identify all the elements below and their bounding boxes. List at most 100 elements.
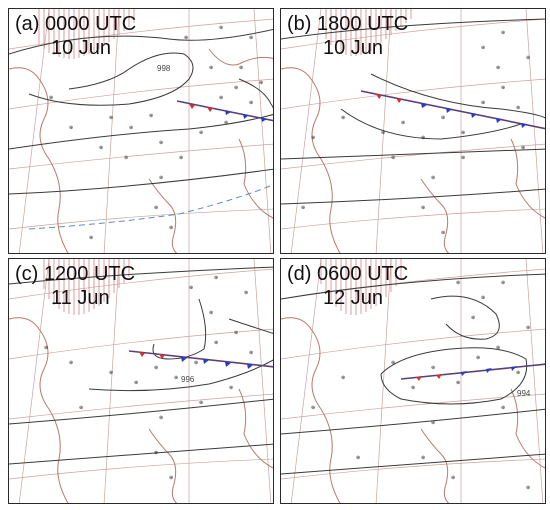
svg-text:⊕: ⊕ bbox=[501, 85, 505, 91]
station-plots: ⊕ ⊕ ⊕ ⊕ ⊕ ⊕ ⊕ ⊕ ⊕ ⊕ ⊕ ⊕ ⊕ ⊕ ⊕ ⊕ ⊕ ⊕ ⊕ ⊕ ⊕ bbox=[301, 30, 530, 236]
surface-front bbox=[128, 350, 273, 369]
panel-b-label: (b) 1800 UTC 10 Jun bbox=[287, 13, 409, 59]
isobars bbox=[281, 273, 545, 475]
svg-text:⊕: ⊕ bbox=[169, 475, 173, 481]
map-panel-d: ⊕ ⊕ ⊕ ⊕ ⊕ ⊕ ⊕ ⊕ ⊕ ⊕ ⊕ ⊕ ⊕ ⊕ ⊕ ⊕ ⊕ ⊕ ⊕ ⊕ (d) 0600 UTC 1… bbox=[280, 258, 546, 504]
svg-text:⊕: ⊕ bbox=[501, 280, 505, 286]
svg-text:⊕: ⊕ bbox=[521, 145, 525, 151]
svg-text:⊕: ⊕ bbox=[174, 375, 178, 381]
svg-text:⊕: ⊕ bbox=[476, 355, 480, 361]
svg-text:⊕: ⊕ bbox=[461, 155, 465, 161]
surface-front bbox=[176, 100, 273, 122]
svg-text:⊕: ⊕ bbox=[496, 65, 500, 71]
svg-text:⊕: ⊕ bbox=[516, 105, 520, 111]
svg-text:⊕: ⊕ bbox=[421, 205, 425, 211]
svg-text:⊕: ⊕ bbox=[341, 375, 345, 381]
station-plots: ⊕ ⊕ ⊕ ⊕ ⊕ ⊕ ⊕ ⊕ ⊕ ⊕ ⊕ ⊕ ⊕ ⊕ ⊕ ⊕ ⊕ ⊕ ⊕ ⊕ bbox=[311, 280, 530, 491]
panel-a-label: (a) 0000 UTC 10 Jun bbox=[15, 13, 137, 59]
trough-line bbox=[28, 184, 273, 230]
svg-text:⊕: ⊕ bbox=[209, 65, 213, 71]
svg-text:⊕: ⊕ bbox=[219, 25, 223, 31]
map-c-drawing: ⊕ ⊕ ⊕ ⊕ ⊕ ⊕ ⊕ ⊕ ⊕ ⊕ ⊕ ⊕ ⊕ ⊕ ⊕ ⊕ ⊕ ⊕ ⊕ ⊕ bbox=[9, 259, 273, 503]
svg-text:⊕: ⊕ bbox=[159, 175, 163, 181]
station-plots: ⊕ ⊕ ⊕ ⊕ ⊕ ⊕ ⊕ ⊕ ⊕ ⊕ ⊕ ⊕ ⊕ ⊕ ⊕ ⊕ ⊕ ⊕ ⊕ ⊕ ⊕ ⊕ ⊕ ⊕ bbox=[49, 25, 263, 241]
map-panel-c: ⊕ ⊕ ⊕ ⊕ ⊕ ⊕ ⊕ ⊕ ⊕ ⊕ ⊕ ⊕ ⊕ ⊕ ⊕ ⊕ ⊕ ⊕ ⊕ ⊕ (c) 1200 UTC 1… bbox=[8, 258, 274, 504]
svg-text:⊕: ⊕ bbox=[516, 370, 520, 376]
svg-text:⊕: ⊕ bbox=[356, 455, 360, 461]
svg-text:⊕: ⊕ bbox=[234, 85, 238, 91]
panel-d-label: (d) 0600 UTC 12 Jun bbox=[287, 263, 409, 309]
svg-text:⊕: ⊕ bbox=[391, 155, 395, 161]
svg-text:⊕: ⊕ bbox=[311, 135, 315, 141]
svg-text:⊕: ⊕ bbox=[421, 455, 425, 461]
svg-text:⊕: ⊕ bbox=[69, 360, 73, 366]
map-d-drawing: ⊕ ⊕ ⊕ ⊕ ⊕ ⊕ ⊕ ⊕ ⊕ ⊕ ⊕ ⊕ ⊕ ⊕ ⊕ ⊕ ⊕ ⊕ ⊕ ⊕ bbox=[281, 259, 545, 503]
svg-text:⊕: ⊕ bbox=[456, 380, 460, 386]
station-plots: ⊕ ⊕ ⊕ ⊕ ⊕ ⊕ ⊕ ⊕ ⊕ ⊕ ⊕ ⊕ ⊕ ⊕ ⊕ ⊕ ⊕ ⊕ ⊕ ⊕ bbox=[44, 275, 253, 481]
svg-text:⊕: ⊕ bbox=[159, 415, 163, 421]
coastline bbox=[281, 67, 545, 253]
svg-text:⊕: ⊕ bbox=[471, 315, 475, 321]
isobars bbox=[281, 18, 545, 205]
svg-text:⊕: ⊕ bbox=[199, 400, 203, 406]
svg-text:⊕: ⊕ bbox=[431, 365, 435, 371]
isobar-value-d: 994 bbox=[517, 389, 531, 398]
svg-text:⊕: ⊕ bbox=[481, 295, 485, 301]
svg-text:⊕: ⊕ bbox=[496, 345, 500, 351]
svg-text:⊕: ⊕ bbox=[431, 420, 435, 426]
svg-text:⊕: ⊕ bbox=[461, 130, 465, 136]
svg-text:⊕: ⊕ bbox=[189, 285, 193, 291]
svg-text:⊕: ⊕ bbox=[129, 125, 133, 131]
svg-text:⊕: ⊕ bbox=[154, 365, 158, 371]
hatched-region bbox=[320, 259, 402, 315]
svg-text:⊕: ⊕ bbox=[149, 113, 153, 119]
surface-front bbox=[360, 90, 545, 130]
isobars bbox=[9, 28, 273, 195]
svg-text:⊕: ⊕ bbox=[249, 35, 253, 41]
svg-text:⊕: ⊕ bbox=[199, 130, 203, 136]
graticule bbox=[9, 259, 273, 503]
graticule bbox=[281, 259, 545, 503]
coastline bbox=[9, 48, 273, 253]
svg-text:⊕: ⊕ bbox=[526, 55, 530, 61]
svg-text:⊕: ⊕ bbox=[501, 30, 505, 36]
svg-text:⊕: ⊕ bbox=[49, 95, 53, 101]
svg-text:⊕: ⊕ bbox=[311, 405, 315, 411]
svg-text:⊕: ⊕ bbox=[451, 475, 455, 481]
svg-text:⊕: ⊕ bbox=[391, 360, 395, 366]
svg-text:⊕: ⊕ bbox=[259, 80, 263, 86]
svg-text:⊕: ⊕ bbox=[159, 140, 163, 146]
svg-text:⊕: ⊕ bbox=[249, 350, 253, 356]
svg-text:⊕: ⊕ bbox=[401, 120, 405, 126]
svg-text:⊕: ⊕ bbox=[89, 235, 93, 241]
surface-front bbox=[400, 363, 545, 381]
svg-text:⊕: ⊕ bbox=[184, 35, 188, 41]
svg-text:⊕: ⊕ bbox=[501, 405, 505, 411]
svg-text:⊕: ⊕ bbox=[124, 155, 128, 161]
svg-text:⊕: ⊕ bbox=[341, 115, 345, 121]
svg-text:⊕: ⊕ bbox=[481, 45, 485, 51]
svg-text:⊕: ⊕ bbox=[481, 100, 485, 106]
svg-text:⊕: ⊕ bbox=[381, 130, 385, 136]
map-b-drawing: ⊕ ⊕ ⊕ ⊕ ⊕ ⊕ ⊕ ⊕ ⊕ ⊕ ⊕ ⊕ ⊕ ⊕ ⊕ ⊕ ⊕ ⊕ ⊕ ⊕ ⊕ bbox=[281, 9, 545, 253]
svg-text:⊕: ⊕ bbox=[229, 385, 233, 391]
svg-text:⊕: ⊕ bbox=[79, 405, 83, 411]
hatched-region bbox=[38, 9, 135, 59]
svg-text:⊕: ⊕ bbox=[411, 385, 415, 391]
svg-text:⊕: ⊕ bbox=[244, 290, 248, 296]
graticule bbox=[9, 9, 273, 253]
svg-text:⊕: ⊕ bbox=[441, 230, 445, 236]
svg-text:⊕: ⊕ bbox=[44, 345, 48, 351]
panel-c-label: (c) 1200 UTC 11 Jun bbox=[15, 263, 136, 309]
svg-text:⊕: ⊕ bbox=[214, 340, 218, 346]
svg-text:⊕: ⊕ bbox=[154, 205, 158, 211]
svg-text:⊕: ⊕ bbox=[239, 65, 243, 71]
svg-text:⊕: ⊕ bbox=[431, 175, 435, 181]
svg-text:⊕: ⊕ bbox=[214, 275, 218, 281]
isobars bbox=[9, 266, 273, 465]
svg-text:⊕: ⊕ bbox=[109, 370, 113, 376]
coastline bbox=[9, 317, 273, 503]
svg-text:⊕: ⊕ bbox=[194, 360, 198, 366]
svg-text:⊕: ⊕ bbox=[301, 205, 305, 211]
svg-text:⊕: ⊕ bbox=[99, 145, 103, 151]
